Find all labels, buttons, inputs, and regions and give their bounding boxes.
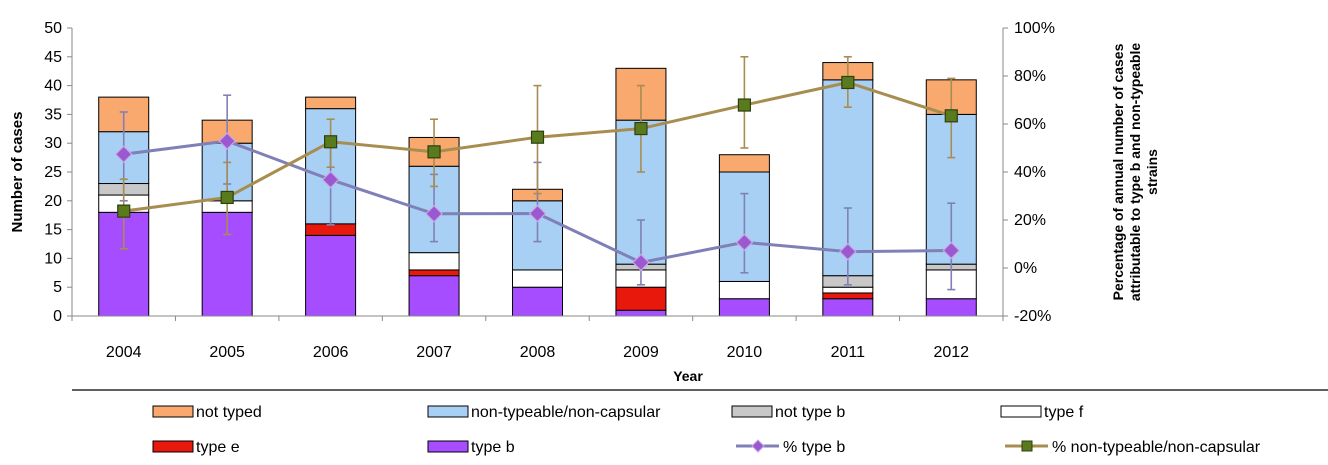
bar-segment-type-e-2011 <box>822 292 874 300</box>
lines-layer <box>114 55 961 291</box>
bar-segment-type-b-2011 <box>822 298 874 317</box>
legend-label-non-typeable-non-capsular: non-typeable/non-capsular <box>471 404 661 421</box>
bar-segment-type-f-2008 <box>512 269 563 288</box>
legend-marker--type-b <box>751 439 765 453</box>
bar-segment-not-typed-2006 <box>305 96 357 110</box>
bar-segment-type-f-2007 <box>408 252 460 271</box>
y-tick-label: 30 <box>44 135 62 152</box>
x-tick-label: 2008 <box>520 344 556 361</box>
y-tick-label: 40 <box>44 78 62 95</box>
point--non-typeable-non-capsular <box>427 145 441 159</box>
legend-label-type-f: type f <box>1044 404 1084 421</box>
legend-marker--non-typeable-non-capsular <box>1021 440 1033 452</box>
y2-axis-title-line: strains <box>1144 149 1160 195</box>
point--non-typeable-non-capsular <box>841 75 855 90</box>
x-tick-label: 2009 <box>623 344 659 361</box>
legend-label--type-b: % type b <box>783 439 845 456</box>
y-tick-label: 0 <box>53 308 62 325</box>
y2-axis-title: Percentage of annual number of cases attr… <box>1110 43 1160 301</box>
legend-swatch-type-e <box>152 440 194 453</box>
y2-tick-label: -20% <box>1014 308 1051 325</box>
y-tick-label: 50 <box>44 20 62 37</box>
y-axis-title: Number of cases <box>9 112 26 233</box>
bar-segment-type-b-2010 <box>718 298 770 317</box>
legend-label-not-type-b: not type b <box>775 404 845 421</box>
legend-swatch-type-b <box>427 440 469 453</box>
legend-label-type-e: type e <box>196 439 240 456</box>
point--type-b <box>942 241 961 260</box>
point--non-typeable-non-capsular <box>944 109 958 123</box>
legend-label-not-typed: not typed <box>196 404 262 421</box>
y2-tick-label: 60% <box>1014 116 1046 133</box>
bar-segment-type-b-2008 <box>512 286 563 317</box>
point--type-b <box>735 233 754 252</box>
x-axis-title: Year <box>673 368 703 384</box>
y-tick-label: 35 <box>44 106 62 123</box>
bar-segment-type-b-2012 <box>925 298 977 317</box>
y-tick-label: 45 <box>44 49 62 66</box>
point--non-typeable-non-capsular <box>737 98 751 112</box>
point--non-typeable-non-capsular <box>220 190 234 205</box>
y-tick-label: 15 <box>44 222 62 239</box>
bar-segment-type-f-2011 <box>822 286 874 294</box>
x-tick-label: 2011 <box>831 344 866 361</box>
x-tick-label: 2010 <box>727 344 763 361</box>
y2-tick-label: 40% <box>1014 164 1046 181</box>
legend-swatch-non-typeable-non-capsular <box>427 405 469 418</box>
x-tick-label: 2007 <box>416 344 452 361</box>
legend: not typed non-typeable/non-capsular not ty… <box>152 404 1261 456</box>
bar-segment-type-e-2007 <box>408 269 460 277</box>
bar-segment-type-b-2006 <box>305 234 357 317</box>
legend-label--non-typeable-non-capsular: % non-typeable/non-capsular <box>1052 439 1261 456</box>
y-tick-label: 5 <box>53 279 62 296</box>
y-tick-label: 10 <box>44 250 62 267</box>
x-tick-label: 2004 <box>106 344 142 361</box>
y2-axis-title-line: Percentage of annual number of cases <box>1110 43 1126 300</box>
legend-swatch-type-f <box>1000 405 1042 418</box>
point--non-typeable-non-capsular <box>117 204 131 218</box>
axes-layer: 0 5 10 15 20 25 30 35 40 45 50 2004 2005 2006 2007 2008… <box>44 20 1055 361</box>
point--type-b <box>632 253 650 272</box>
legend-swatch-not-type-b <box>731 405 773 418</box>
y-tick-label: 20 <box>44 193 62 210</box>
legend-label-type-b: type b <box>471 439 515 456</box>
y2-tick-label: 0% <box>1014 260 1037 277</box>
y2-tick-label: 20% <box>1014 212 1046 229</box>
bar-segment-type-b-2007 <box>408 275 460 317</box>
x-tick-label: 2006 <box>313 344 349 361</box>
bar-segment-not-typed-2010 <box>718 154 770 173</box>
y2-axis-title-line: attributable to type b and non-typeable <box>1127 43 1143 301</box>
y2-tick-label: 100% <box>1014 20 1055 37</box>
point--non-typeable-non-capsular <box>324 135 338 149</box>
x-tick-label: 2012 <box>933 344 969 361</box>
bar-segment-type-b-2009 <box>615 309 667 317</box>
point--type-b <box>425 204 443 223</box>
y-tick-label: 25 <box>44 164 62 181</box>
point--type-b <box>114 145 133 164</box>
legend-swatch-not-typed <box>152 405 194 418</box>
point--type-b <box>528 204 547 223</box>
y2-tick-label: 80% <box>1014 68 1046 85</box>
point--type-b <box>838 242 857 261</box>
point--non-typeable-non-capsular <box>634 121 648 136</box>
point--type-b <box>218 132 237 150</box>
point--type-b <box>321 170 340 189</box>
x-tick-label: 2005 <box>209 344 245 361</box>
bar-segment-type-f-2010 <box>718 280 770 300</box>
point--non-typeable-non-capsular <box>530 130 545 144</box>
bar-segment-type-e-2009 <box>615 286 667 311</box>
